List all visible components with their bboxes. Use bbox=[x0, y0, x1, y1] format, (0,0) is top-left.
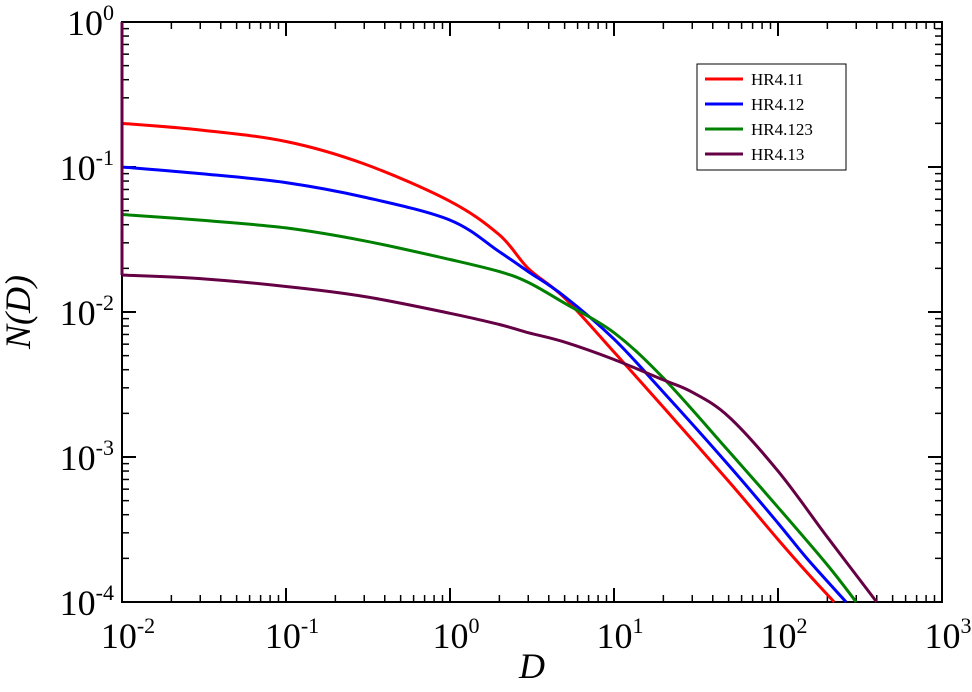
legend-label: HR4.11 bbox=[751, 70, 804, 89]
series-line-hr4-123 bbox=[121, 213, 858, 603]
x-axis-label: D bbox=[518, 646, 545, 686]
x-tick-label: 101 bbox=[597, 613, 644, 656]
x-tick-label: 10-2 bbox=[101, 613, 155, 656]
y-tick-label: 10-1 bbox=[60, 145, 114, 188]
x-tick-label: 103 bbox=[925, 613, 972, 656]
series-line-hr4-12 bbox=[121, 165, 848, 604]
y-tick-label: 10-4 bbox=[60, 580, 114, 623]
x-axis-tick-labels: 10-2 10-1 100 101 102 103 bbox=[101, 613, 972, 656]
x-tick-label: 102 bbox=[761, 613, 808, 656]
y-tick-label: 10-2 bbox=[60, 290, 114, 333]
y-tick-label: 100 bbox=[67, 0, 114, 43]
legend-label: HR4.13 bbox=[751, 145, 804, 164]
legend-label: HR4.123 bbox=[751, 120, 813, 139]
legend-label: HR4.12 bbox=[751, 95, 804, 114]
y-axis-tick-labels: 10-4 10-3 10-2 10-1 100 bbox=[60, 0, 114, 623]
x-tick-label: 10-1 bbox=[265, 613, 319, 656]
y-axis-label: N(D) bbox=[0, 275, 38, 350]
legend-box bbox=[696, 63, 847, 171]
series-lines bbox=[120, 22, 878, 604]
legend: HR4.11 HR4.12 HR4.123 HR4.13 bbox=[696, 63, 847, 171]
series-line-hr4-13 bbox=[121, 273, 878, 603]
x-tick-label: 100 bbox=[433, 613, 480, 656]
y-tick-label: 10-3 bbox=[60, 435, 114, 478]
